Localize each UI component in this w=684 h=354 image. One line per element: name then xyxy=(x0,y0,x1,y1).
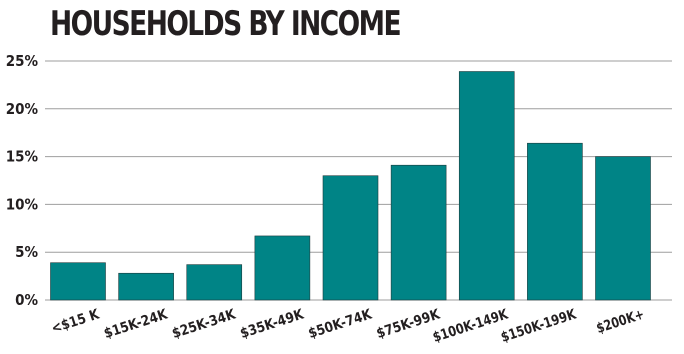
y-tick-label: 20% xyxy=(6,100,39,118)
bar xyxy=(254,235,311,301)
x-tick-label: $100K-149K xyxy=(431,306,511,346)
x-tick-label: $25K-34K xyxy=(170,306,238,342)
bar xyxy=(50,262,106,301)
x-tick-label: $150K-199K xyxy=(499,306,579,346)
x-tick-label: <$15 K xyxy=(49,306,102,337)
y-tick-label: 25% xyxy=(6,52,39,70)
y-tick-label: 15% xyxy=(6,148,39,166)
bar xyxy=(186,264,243,301)
bar xyxy=(390,164,447,301)
bar xyxy=(527,142,583,301)
bar xyxy=(458,71,515,301)
bars xyxy=(50,71,651,301)
bar xyxy=(118,272,174,301)
x-tick-label: $50K-74K xyxy=(306,306,374,342)
bar xyxy=(595,156,651,301)
x-tick-label: $200K+ xyxy=(594,307,646,337)
x-tick-label: $35K-49K xyxy=(238,306,306,342)
y-tick-label: 0% xyxy=(15,291,38,309)
y-tick-label: 10% xyxy=(6,195,39,213)
chart-title: HOUSEHOLDS BY INCOME xyxy=(50,4,402,44)
y-tick-label: 5% xyxy=(15,243,38,261)
x-axis-labels: <$15 K$15K-24K$25K-34K$35K-49K$50K-74K$7… xyxy=(49,306,646,346)
x-tick-label: $15K-24K xyxy=(102,306,170,342)
bar xyxy=(322,175,379,301)
y-axis-ticks: 0% 5% 10% 15% 20% 25% xyxy=(6,52,39,309)
